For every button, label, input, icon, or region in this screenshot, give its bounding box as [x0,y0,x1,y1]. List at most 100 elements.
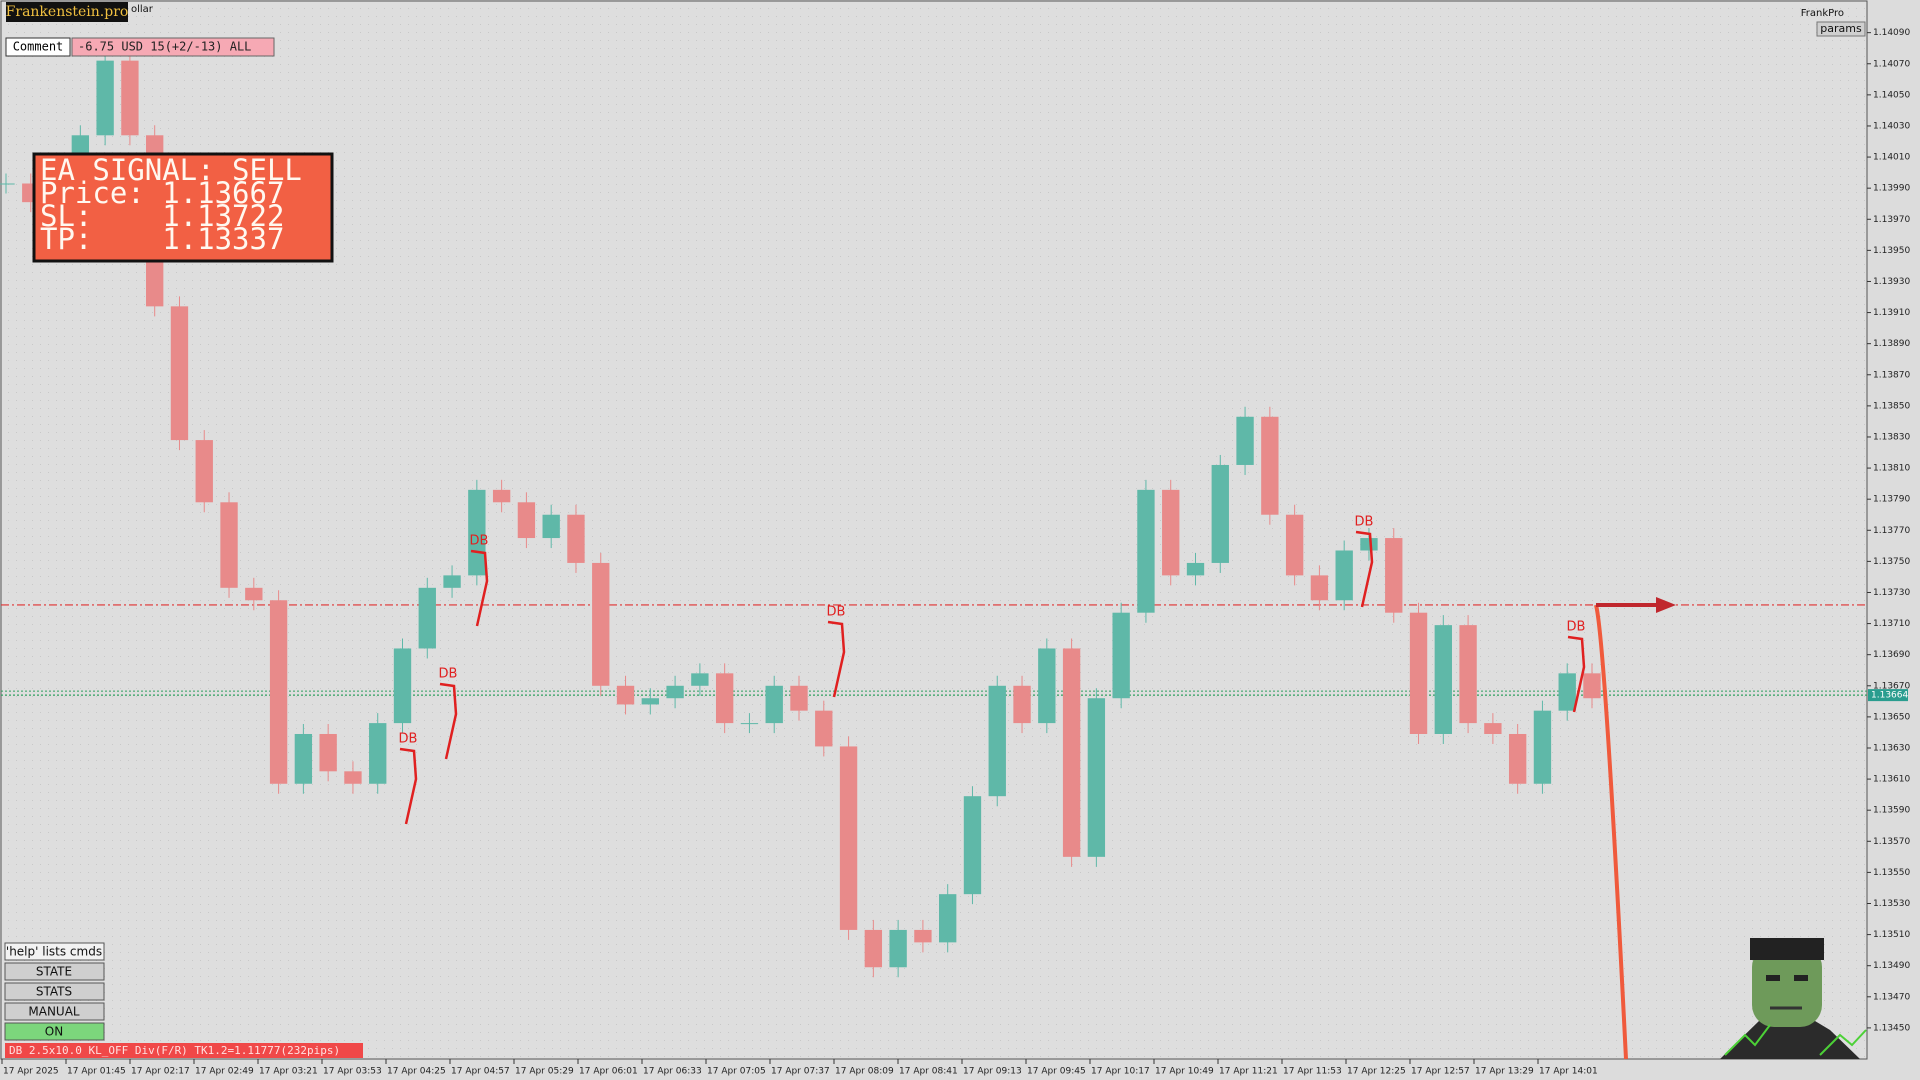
x-tick-label: 17 Apr 01:45 [67,1067,126,1077]
y-tick-label: 1.13770 [1873,526,1910,536]
x-tick-label: 17 Apr 11:53 [1283,1067,1342,1077]
comment-value-box [71,37,275,57]
control-button-label[interactable]: 'help' lists cmds [6,945,102,959]
y-tick-label: 1.13510 [1873,930,1910,940]
candle-body [542,514,560,539]
y-tick-label: 1.13610 [1873,775,1910,785]
candle-body [1508,733,1527,784]
signal-line: TP: 1.13337 [40,222,284,256]
candle-body [1335,550,1353,601]
x-tick-label: 17 Apr 10:17 [1091,1067,1150,1077]
projection-line [1594,604,1628,1060]
candle-body [443,575,461,588]
candle-body [715,673,734,724]
x-tick-label: 17 Apr 04:57 [451,1067,510,1077]
y-tick-label: 1.13690 [1873,650,1910,660]
y-tick-label: 1.14070 [1873,59,1910,69]
y-tick-label: 1.13750 [1873,557,1910,567]
y-tick-label: 1.13550 [1873,868,1910,878]
candle-body [1434,625,1452,734]
account-name: FrankPro [1801,8,1844,19]
candle-body [914,929,932,943]
y-tick-label: 1.13710 [1873,619,1910,629]
candle-body [864,929,883,968]
pattern-outline [1355,530,1374,608]
y-tick-label: 1.13910 [1873,308,1910,318]
y-tick-label: 1.13590 [1873,806,1910,816]
pattern-outline [827,620,846,698]
candle-body [616,685,635,705]
control-button[interactable] [4,982,105,1001]
candle-body [939,894,957,943]
control-button-label[interactable]: STATE [36,965,72,979]
x-tick-label: 17 Apr 05:29 [515,1067,574,1077]
candle-body [269,600,288,784]
plot: 1.14090 1.14070 1.14050 1.14030 1.14010 1.139… [0,28,1910,1077]
control-button[interactable] [4,1022,105,1041]
candle-body [369,723,387,784]
candle-body [344,771,362,784]
bid-label: 1.13664 [1871,691,1908,701]
candle-body [1162,489,1180,576]
candle-body [567,514,585,563]
y-tick-label: 1.13450 [1873,1023,1910,1033]
x-tick-label: 17 Apr 14:01 [1539,1067,1598,1077]
x-tick-label: 17 Apr 07:37 [771,1067,830,1077]
y-tick-label: 1.13530 [1873,899,1910,909]
y-tick-label: 1.13950 [1873,246,1910,256]
candle-body [740,723,759,725]
candle-body [988,685,1006,797]
params-label[interactable]: params [1820,22,1862,35]
candle-body [790,685,808,711]
x-tick-label: 17 Apr 06:33 [643,1067,702,1077]
candle-body [1558,673,1576,711]
x-tick-label: 17 Apr 02:17 [131,1067,190,1077]
y-tick-label: 1.13990 [1873,184,1910,194]
pattern-label: DB [1355,515,1374,530]
candle-body [195,440,213,503]
candle-body [592,562,610,686]
y-tick-label: 1.13830 [1873,432,1910,442]
y-tick-label: 1.13970 [1873,215,1910,225]
y-tick-label: 1.13930 [1873,277,1910,287]
pattern-outline [439,682,458,760]
candle-body [393,648,412,724]
control-button-label[interactable]: MANUAL [28,1005,80,1019]
x-tick-label: 17 Apr 09:45 [1027,1067,1086,1077]
candle-body [1087,698,1106,857]
candle-body [765,685,783,724]
candle-body [492,489,511,503]
candle-body [1583,673,1601,699]
control-button-label[interactable]: STATS [36,985,72,999]
candle-body [1459,625,1477,724]
x-tick-label: 17 Apr 11:21 [1219,1067,1278,1077]
x-tick-label: 17 Apr 13:29 [1475,1067,1534,1077]
x-tick-label: 17 Apr 03:21 [259,1067,318,1077]
comment-value: -6.75 USD 15(+2/-13) ALL [78,40,251,54]
y-tick-label: 1.13670 [1873,681,1910,691]
candle-body [1285,514,1304,576]
signal-line: SL: 1.13722 [40,199,284,233]
x-tick-label: 17 Apr 03:53 [323,1067,382,1077]
x-tick-label: 17 Apr 07:05 [707,1067,766,1077]
pattern-label: DB [1567,620,1586,635]
pattern-label: DB [827,605,846,620]
candle-body [666,685,684,699]
control-button[interactable] [4,1002,105,1021]
candle-body [1484,723,1502,734]
candle-body [641,698,659,705]
comment-label-box [5,37,71,57]
signal-line: EA SIGNAL: SELL [40,153,302,187]
control-button[interactable] [4,942,105,961]
candle-body [319,733,337,772]
params-button[interactable] [1816,21,1866,37]
candle-body [220,502,238,588]
y-tick-label: 1.13630 [1873,743,1910,753]
signal-panel [32,152,334,263]
control-button[interactable] [4,962,105,981]
candle-body [963,796,982,895]
candle-body [1112,612,1130,699]
control-button-label[interactable]: ON [45,1025,63,1039]
candle-body [1236,416,1254,465]
x-tick-label: 17 Apr 04:25 [387,1067,446,1077]
